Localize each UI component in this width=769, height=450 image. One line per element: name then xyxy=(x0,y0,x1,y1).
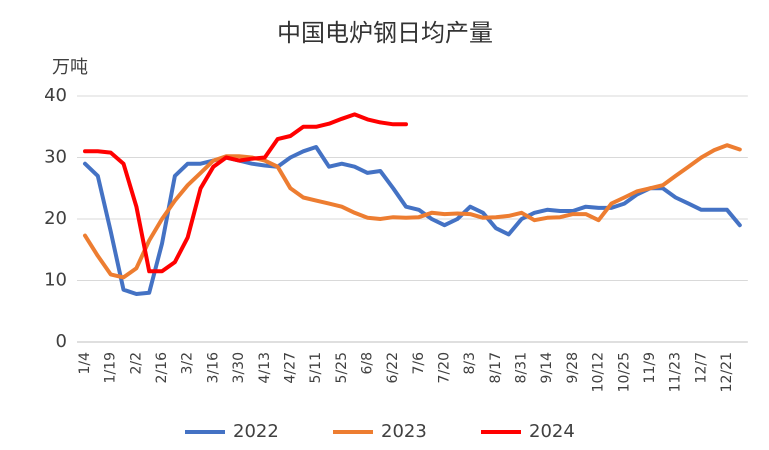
x-tick-label: 2/2 xyxy=(128,352,144,375)
x-tick-label: 10/12 xyxy=(591,352,607,392)
x-tick-label: 8/31 xyxy=(514,352,530,383)
legend-label: 2022 xyxy=(233,421,279,442)
x-tick-label: 9/28 xyxy=(565,352,581,383)
y-tick-label: 10 xyxy=(44,270,67,291)
x-tick-label: 11/23 xyxy=(668,352,684,392)
y-tick-label: 40 xyxy=(44,85,67,106)
legend-label: 2024 xyxy=(529,421,575,442)
x-tick-label: 5/25 xyxy=(334,352,350,383)
x-tick-label: 1/19 xyxy=(103,352,119,383)
x-tick-label: 6/22 xyxy=(385,352,401,383)
x-tick-label: 10/25 xyxy=(616,352,632,392)
line-series xyxy=(83,143,742,280)
line-series xyxy=(83,145,742,296)
x-tick-label: 9/14 xyxy=(539,352,555,384)
x-tick-label: 12/21 xyxy=(719,352,735,392)
x-tick-label: 11/9 xyxy=(642,352,658,383)
x-tick-label: 1/4 xyxy=(77,352,93,375)
x-tick-label: 8/17 xyxy=(488,352,504,383)
x-tick-label: 4/27 xyxy=(282,352,298,383)
legend-label: 2023 xyxy=(381,421,427,442)
y-tick-label: 30 xyxy=(44,147,67,168)
x-tick-label: 7/20 xyxy=(437,352,453,383)
y-tick-label: 20 xyxy=(44,208,67,229)
line-series xyxy=(83,112,408,274)
y-axis-label: 万吨 xyxy=(52,57,88,78)
x-tick-label: 12/7 xyxy=(693,352,709,383)
x-tick-label: 7/6 xyxy=(411,352,427,375)
x-tick-label: 3/2 xyxy=(180,352,196,375)
x-tick-label: 6/8 xyxy=(359,352,375,375)
x-tick-label: 8/3 xyxy=(462,352,478,375)
x-tick-label: 2/16 xyxy=(154,352,170,384)
x-tick-label: 3/30 xyxy=(231,352,247,383)
x-tick-label: 4/13 xyxy=(257,352,273,383)
x-tick-label: 3/16 xyxy=(205,352,221,384)
chart-title: 中国电炉钢日均产量 xyxy=(277,19,493,47)
y-tick-label: 0 xyxy=(56,331,67,352)
x-tick-label: 5/11 xyxy=(308,352,324,383)
